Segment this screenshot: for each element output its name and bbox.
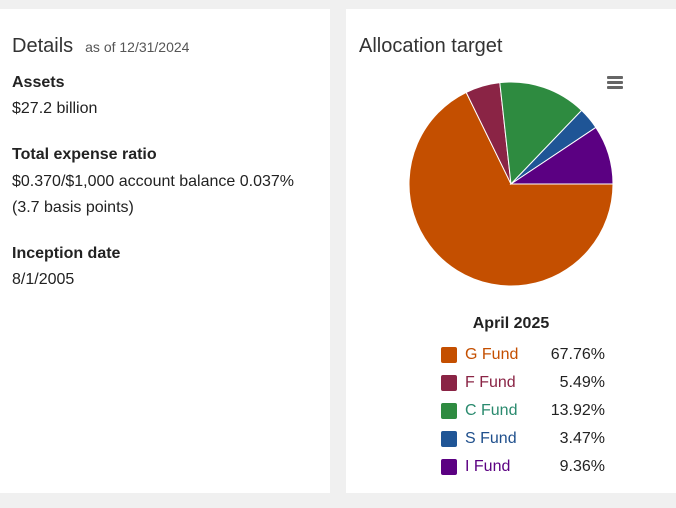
inception-date-label: Inception date (12, 245, 121, 262)
legend-item[interactable]: S Fund 3.47% (441, 429, 605, 449)
allocation-heading: Allocation target (359, 35, 503, 57)
legend-label: F Fund (465, 374, 516, 391)
allocation-card: Allocation target April 2025 G Fund 67.76… (346, 9, 676, 493)
expense-ratio-basis-points: (3.7 basis points) (12, 199, 134, 216)
details-card: Details as of 12/31/2024 Assets $27.2 bil… (0, 9, 330, 493)
legend-value: 9.36% (559, 458, 605, 475)
pie-chart (408, 81, 614, 287)
pie-slice-g-fund[interactable] (408, 91, 614, 287)
assets-label: Assets (12, 74, 65, 91)
legend-value: 5.49% (559, 374, 605, 391)
legend-swatch (441, 403, 457, 419)
hamburger-menu-icon[interactable] (607, 76, 623, 90)
pie-slice-c-fund[interactable] (499, 81, 583, 186)
legend-value: 3.47% (559, 430, 605, 447)
expense-ratio-label: Total expense ratio (12, 146, 157, 163)
legend-value: 13.92% (550, 402, 605, 419)
expense-ratio-value: $0.370/$1,000 account balance 0.037% (12, 173, 295, 190)
legend-label: S Fund (465, 430, 517, 447)
legend-swatch (441, 375, 457, 391)
legend-swatch (441, 431, 457, 447)
legend-value: 67.76% (550, 346, 605, 363)
legend-swatch (441, 459, 457, 475)
pie-slice-i-fund[interactable] (509, 126, 614, 185)
legend-swatch (441, 347, 457, 363)
legend-title: April 2025 (472, 315, 550, 332)
assets-value: $27.2 billion (12, 100, 98, 117)
legend-label: G Fund (465, 346, 519, 363)
inception-date-value: 8/1/2005 (12, 271, 75, 288)
legend-item[interactable]: C Fund 13.92% (441, 401, 605, 421)
details-heading: Details as of 12/31/2024 (12, 35, 190, 57)
legend-item[interactable]: I Fund 9.36% (441, 457, 605, 477)
legend-label: C Fund (465, 402, 518, 419)
legend-item[interactable]: F Fund 5.49% (441, 373, 605, 393)
as-of-date: as of 12/31/2024 (85, 39, 190, 55)
legend-item[interactable]: G Fund 67.76% (441, 345, 605, 365)
legend-label: I Fund (465, 458, 511, 475)
